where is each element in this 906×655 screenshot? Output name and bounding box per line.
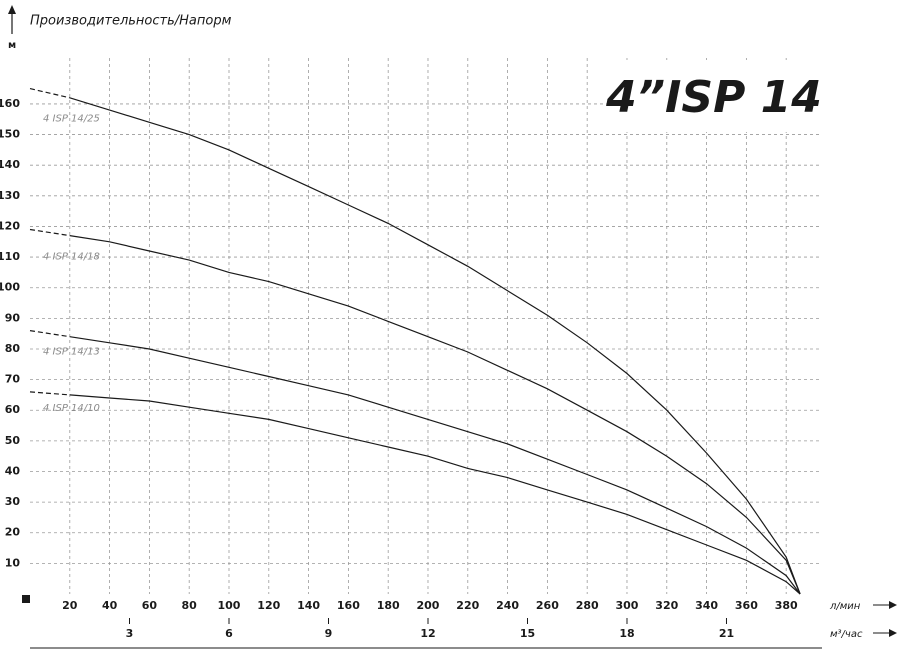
- x-label: л/мин: [829, 601, 861, 612]
- grid: [30, 58, 822, 594]
- x-tick-label: 200: [417, 599, 440, 612]
- x-arrow-head: [889, 601, 897, 609]
- x-tick-label: 180: [377, 599, 400, 612]
- y-tick-label: 130: [0, 189, 20, 202]
- y-tick-label: 10: [5, 556, 21, 569]
- curve-extrapolated: [29, 228, 70, 237]
- curve: [69, 336, 801, 595]
- y-tick-label: 50: [5, 434, 21, 447]
- x2-tick-label: 12: [420, 627, 435, 640]
- curve: [69, 235, 801, 595]
- y-tick-label: 20: [5, 526, 21, 539]
- x-tick-label: 340: [695, 599, 718, 612]
- origin-marker: [22, 595, 30, 603]
- curve: [69, 394, 801, 595]
- x2-tick-label: 18: [619, 627, 634, 640]
- x-tick-label: 20: [62, 599, 78, 612]
- x2-label: м³/час: [830, 629, 863, 640]
- y-tick-label: 90: [5, 311, 21, 324]
- y-tick-label: 60: [5, 403, 21, 416]
- y-arrow-head: [8, 5, 16, 14]
- series-label: 4 ISP 14/18: [43, 252, 100, 263]
- x-tick-label: 140: [297, 599, 320, 612]
- y-tick-label: 40: [5, 464, 21, 477]
- x2-tick-label: 21: [719, 627, 734, 640]
- x-tick-label: 320: [655, 599, 678, 612]
- x2-tick-label: 9: [325, 627, 333, 640]
- x-tick-label: 260: [536, 599, 559, 612]
- y-tick-label: 80: [5, 342, 21, 355]
- x-tick-label: 60: [142, 599, 158, 612]
- x-tick-label: 80: [182, 599, 198, 612]
- y-tick-label: 110: [0, 250, 20, 263]
- x2-tick-label: 3: [126, 627, 134, 640]
- y-tick-label: 160: [0, 97, 20, 110]
- x-tick-label: 360: [735, 599, 758, 612]
- x-tick-label: 380: [775, 599, 798, 612]
- curve-extrapolated: [29, 391, 70, 396]
- y-tick-label: 140: [0, 158, 20, 171]
- y-tick-label: 30: [5, 495, 21, 508]
- y-label: м: [8, 40, 16, 51]
- x2-tick-label: 15: [520, 627, 535, 640]
- series-label: 4 ISP 14/25: [43, 114, 100, 125]
- x2-arrow-head: [889, 629, 897, 637]
- axis-title: Производительность/Напорм: [30, 14, 232, 29]
- x-tick-label: 120: [257, 599, 280, 612]
- y-tick-label: 150: [0, 128, 20, 141]
- x-tick-label: 240: [496, 599, 519, 612]
- curve: [69, 97, 801, 595]
- x2-tick-label: 6: [225, 627, 233, 640]
- y-tick-label: 120: [0, 219, 20, 232]
- x-tick-label: 100: [218, 599, 241, 612]
- series-label: 4 ISP 14/13: [43, 347, 100, 358]
- x-tick-label: 40: [102, 599, 118, 612]
- x-tick-label: 300: [616, 599, 639, 612]
- y-tick-label: 100: [0, 281, 20, 294]
- x-tick-label: 280: [576, 599, 599, 612]
- x-tick-label: 220: [456, 599, 479, 612]
- curve-extrapolated: [29, 88, 70, 99]
- title-box: [608, 60, 820, 132]
- chart-title: 4”ISP 14: [605, 72, 822, 123]
- y-tick-label: 70: [5, 373, 21, 386]
- curve-extrapolated: [29, 330, 70, 338]
- series-label: 4 ISP 14/10: [43, 403, 100, 414]
- x-tick-label: 160: [337, 599, 360, 612]
